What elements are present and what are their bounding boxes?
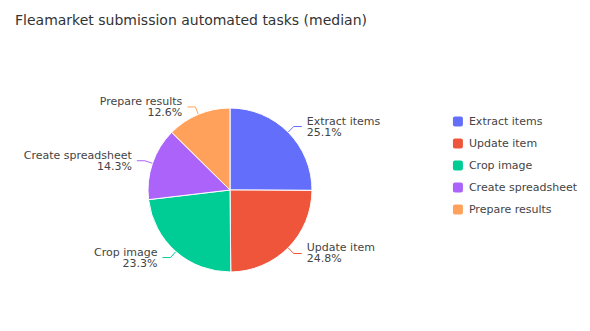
svg-text:Crop image: Crop image bbox=[469, 159, 533, 172]
svg-text:Update item: Update item bbox=[306, 241, 375, 255]
svg-text:24.8%: 24.8% bbox=[307, 252, 342, 265]
svg-text:Crop image: Crop image bbox=[94, 245, 158, 259]
svg-text:Extract items: Extract items bbox=[306, 114, 381, 128]
svg-text:Prepare results: Prepare results bbox=[99, 94, 183, 108]
svg-text:23.3%: 23.3% bbox=[123, 257, 158, 270]
svg-text:Fleamarket submission automate: Fleamarket submission automated tasks (m… bbox=[15, 12, 367, 28]
svg-text:Prepare results: Prepare results bbox=[469, 203, 552, 216]
svg-text:Extract items: Extract items bbox=[469, 115, 543, 128]
svg-text:12.6%: 12.6% bbox=[147, 106, 182, 119]
svg-text:25.1%: 25.1% bbox=[307, 126, 342, 139]
svg-text:Create spreadsheet: Create spreadsheet bbox=[469, 181, 578, 194]
svg-text:Update item: Update item bbox=[469, 137, 537, 150]
svg-text:Create spreadsheet: Create spreadsheet bbox=[23, 148, 132, 162]
svg-text:14.3%: 14.3% bbox=[97, 160, 132, 173]
